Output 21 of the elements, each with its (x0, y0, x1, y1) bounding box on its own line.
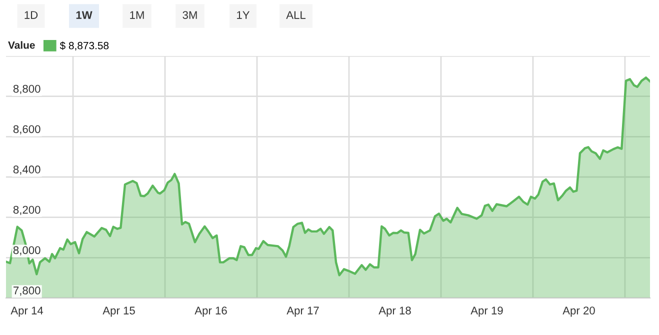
x-tick-label: Apr 15 (102, 306, 135, 317)
text: 1M (130, 11, 144, 19)
y-tick-label: 8,400 (13, 166, 40, 175)
legend-label: $ 8,873.58 (60, 41, 109, 51)
x-tick-label: Apr 19 (470, 306, 503, 317)
text: 1D (24, 11, 38, 19)
x-tick-label: Apr 14 (10, 306, 44, 317)
y-tick-label: 8,800 (13, 84, 40, 94)
y-tick-label: 7,800 (14, 286, 40, 296)
text: 1W (76, 11, 92, 19)
text: 3M (182, 11, 197, 19)
text: ALL (286, 11, 306, 19)
x-tick-label: Apr 18 (378, 306, 411, 317)
x-tick-label: Apr 16 (194, 306, 227, 317)
y-tick-label: 8,200 (13, 206, 40, 216)
text: 1Y (237, 11, 250, 19)
y-tick-label: 8,600 (13, 125, 40, 134)
legend-title: Value (8, 41, 35, 49)
y-tick-label: 8,000 (13, 246, 40, 256)
x-tick-label: Apr 17 (286, 306, 319, 317)
x-tick-label: Apr 20 (562, 306, 595, 317)
